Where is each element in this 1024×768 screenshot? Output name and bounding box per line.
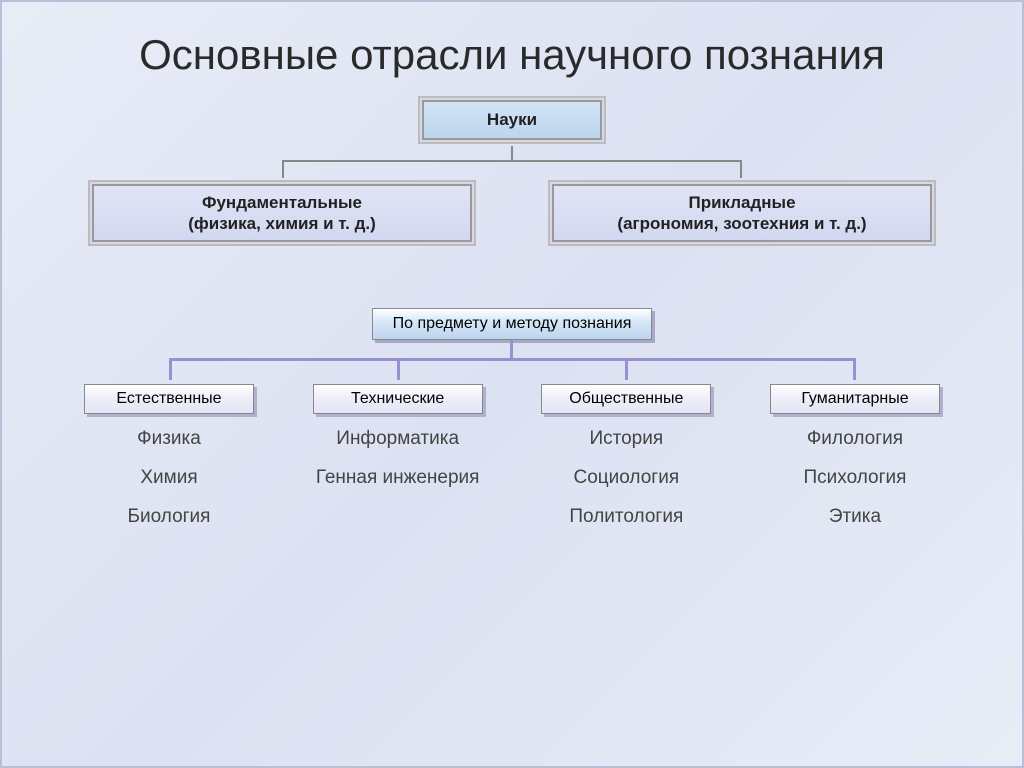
examples-humanities: Филология Психология Этика xyxy=(770,428,940,544)
category-social: Общественные xyxy=(541,384,711,414)
tree1-conn-h xyxy=(282,160,742,162)
tree2-conn-v2 xyxy=(625,358,628,380)
example-item: Химия xyxy=(84,467,254,490)
tree1-root: Науки xyxy=(422,100,602,140)
branch-sublabel-1: (физика, химия и т. д.) xyxy=(188,213,376,234)
example-item: Психология xyxy=(770,467,940,490)
tree1-conn-right-v xyxy=(740,160,742,178)
branch-sublabel-2: (агрономия, зоотехния и т. д.) xyxy=(617,213,866,234)
example-item: История xyxy=(541,428,711,451)
examples-social: История Социология Политология xyxy=(541,428,711,544)
tree1-container: Науки Фундаментальные (физика, химия и т… xyxy=(62,100,962,270)
tree2-container: По предмету и методу познания Естественн… xyxy=(62,308,962,544)
tree1-branch-fundamental: Фундаментальные (физика, химия и т. д.) xyxy=(92,184,472,242)
example-item: Биология xyxy=(84,506,254,529)
tree2-conn-h xyxy=(169,358,855,361)
tree1-conn-left-v xyxy=(282,160,284,178)
example-item: Социология xyxy=(541,467,711,490)
examples-natural: Физика Химия Биология xyxy=(84,428,254,544)
example-item: Филология xyxy=(770,428,940,451)
example-item: Физика xyxy=(84,428,254,451)
examples-technical: Информатика Генная инженерия xyxy=(313,428,483,544)
example-item: Политология xyxy=(541,506,711,529)
tree2-root: По предмету и методу познания xyxy=(372,308,652,340)
tree2-conn-v1 xyxy=(397,358,400,380)
branch-label-2: Прикладные xyxy=(688,192,795,213)
page-title: Основные отрасли научного познания xyxy=(2,2,1022,90)
branch-label-1: Фундаментальные xyxy=(202,192,362,213)
example-item: Этика xyxy=(770,506,940,529)
category-natural: Естественные xyxy=(84,384,254,414)
tree2-conn-v3 xyxy=(853,358,856,380)
category-humanities: Гуманитарные xyxy=(770,384,940,414)
example-item: Генная инженерия xyxy=(313,467,483,490)
category-technical: Технические xyxy=(313,384,483,414)
tree2-conn-v0 xyxy=(169,358,172,380)
tree2-conn-root-v xyxy=(510,340,513,358)
tree1-branch-applied: Прикладные (агрономия, зоотехния и т. д.… xyxy=(552,184,932,242)
tree1-conn-root-v xyxy=(511,146,513,160)
example-item: Информатика xyxy=(313,428,483,451)
